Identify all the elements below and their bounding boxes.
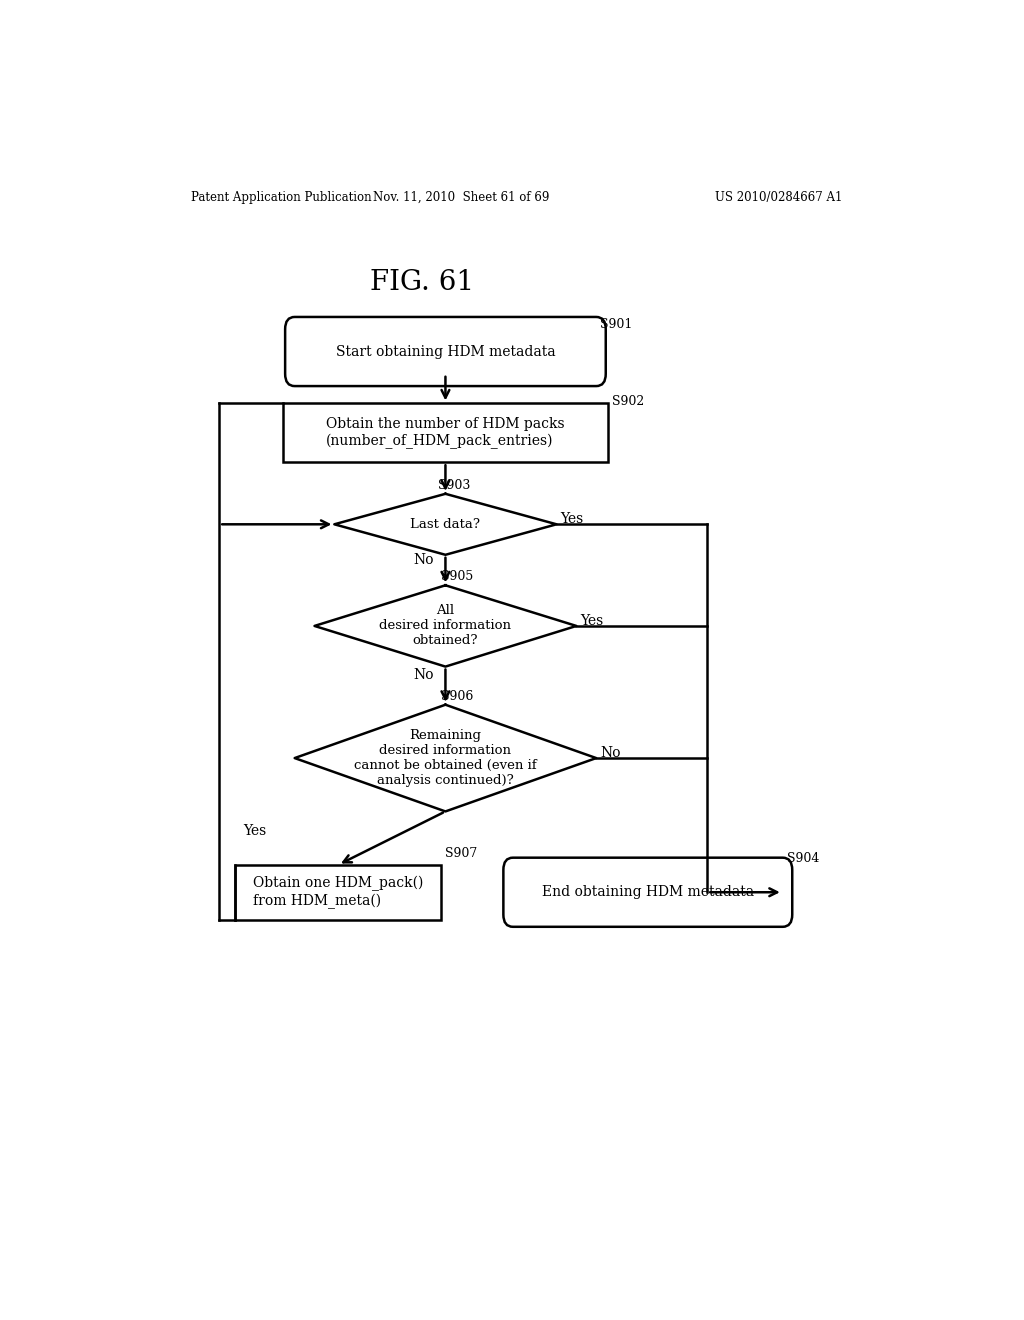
Text: S901: S901 (600, 318, 633, 331)
FancyBboxPatch shape (236, 865, 441, 920)
Text: Nov. 11, 2010  Sheet 61 of 69: Nov. 11, 2010 Sheet 61 of 69 (373, 190, 550, 203)
Polygon shape (334, 494, 557, 554)
Text: No: No (600, 746, 621, 760)
Text: Yes: Yes (581, 614, 603, 628)
FancyBboxPatch shape (285, 317, 606, 385)
Polygon shape (314, 585, 577, 667)
Text: Last data?: Last data? (411, 517, 480, 531)
Text: Patent Application Publication: Patent Application Publication (191, 190, 372, 203)
Text: All
desired information
obtained?: All desired information obtained? (380, 605, 511, 647)
Text: Obtain the number of HDM packs
(number_of_HDM_pack_entries): Obtain the number of HDM packs (number_o… (326, 417, 565, 449)
Text: No: No (413, 668, 433, 682)
FancyBboxPatch shape (283, 404, 608, 462)
Text: S902: S902 (612, 396, 644, 408)
Text: Obtain one HDM_pack()
from HDM_meta(): Obtain one HDM_pack() from HDM_meta() (253, 876, 424, 908)
FancyBboxPatch shape (504, 858, 793, 927)
Text: S904: S904 (786, 851, 819, 865)
Text: No: No (413, 553, 433, 566)
Text: FIG. 61: FIG. 61 (370, 269, 474, 296)
Text: Yes: Yes (560, 512, 584, 527)
Text: End obtaining HDM metadata: End obtaining HDM metadata (542, 886, 754, 899)
Text: Remaining
desired information
cannot be obtained (even if
analysis continued)?: Remaining desired information cannot be … (354, 729, 537, 787)
Text: S907: S907 (445, 846, 477, 859)
Text: Start obtaining HDM metadata: Start obtaining HDM metadata (336, 345, 555, 359)
Text: S903: S903 (437, 479, 470, 492)
Text: S905: S905 (441, 570, 474, 583)
Text: S906: S906 (441, 689, 474, 702)
Text: US 2010/0284667 A1: US 2010/0284667 A1 (715, 190, 843, 203)
Text: Yes: Yes (243, 824, 266, 838)
Polygon shape (295, 705, 596, 812)
